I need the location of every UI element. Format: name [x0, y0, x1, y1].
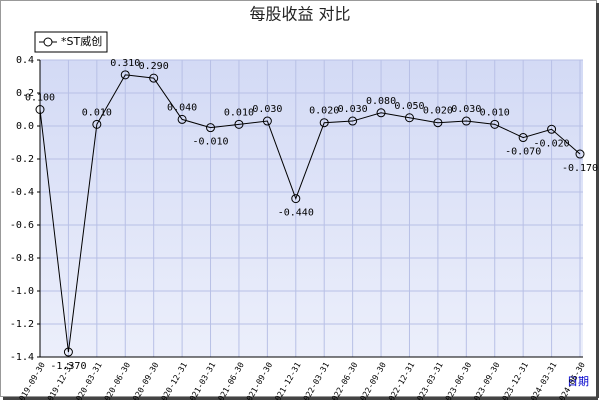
value-label: -1.370	[50, 361, 86, 372]
point	[376, 108, 386, 118]
value-label: 0.310	[110, 58, 140, 69]
chart-title: 每股收益 对比	[249, 5, 350, 24]
point	[319, 118, 329, 128]
point	[291, 194, 301, 204]
legend-label: *ST威创	[61, 35, 102, 48]
point	[433, 118, 443, 128]
value-label: 0.010	[480, 107, 510, 118]
value-label: 0.100	[25, 93, 55, 104]
point	[35, 105, 45, 114]
value-label: 0.010	[82, 107, 112, 118]
point	[177, 114, 187, 124]
y-tick-label: -1.0	[10, 286, 34, 297]
point	[490, 119, 500, 129]
point	[461, 116, 471, 126]
plot-area	[40, 60, 583, 357]
point	[206, 123, 216, 133]
y-tick-label: -0.8	[10, 253, 34, 264]
y-tick-label: -0.2	[10, 154, 34, 165]
legend-marker	[43, 37, 53, 47]
value-label: 0.040	[167, 102, 197, 113]
y-tick-label: 0.2	[16, 88, 34, 99]
value-label: 0.030	[451, 104, 481, 115]
y-tick-label: -0.4	[10, 187, 34, 198]
x-axis-label: 日期	[567, 375, 589, 388]
y-tick-label: -1.4	[10, 352, 34, 363]
value-label: 0.030	[338, 104, 368, 115]
value-label: -0.010	[192, 137, 228, 148]
point	[262, 116, 272, 126]
value-label: -0.020	[534, 138, 570, 149]
point	[149, 73, 159, 83]
y-tick-label: -0.6	[10, 220, 34, 231]
point	[92, 119, 102, 129]
y-tick-label: 0.4	[16, 55, 34, 66]
value-label: 0.080	[366, 96, 396, 107]
point	[404, 113, 414, 123]
value-label: 0.050	[394, 101, 424, 112]
point	[547, 124, 557, 134]
value-label: -0.440	[278, 208, 314, 219]
series-line	[39, 74, 581, 353]
y-tick-label: -1.2	[10, 319, 34, 330]
value-label: 0.020	[423, 106, 453, 117]
point	[518, 133, 528, 143]
legend	[34, 31, 108, 53]
point	[575, 149, 585, 159]
point	[348, 116, 358, 126]
value-label: -0.170	[562, 163, 598, 174]
y-tick-label: 0.0	[16, 121, 34, 132]
point	[120, 70, 130, 80]
point	[234, 119, 244, 129]
value-label: 0.290	[139, 61, 169, 72]
value-label: -0.070	[505, 147, 541, 158]
value-label: 0.010	[224, 107, 254, 118]
value-label: 0.030	[252, 104, 282, 115]
value-label: 0.020	[309, 106, 339, 117]
point	[63, 347, 73, 357]
